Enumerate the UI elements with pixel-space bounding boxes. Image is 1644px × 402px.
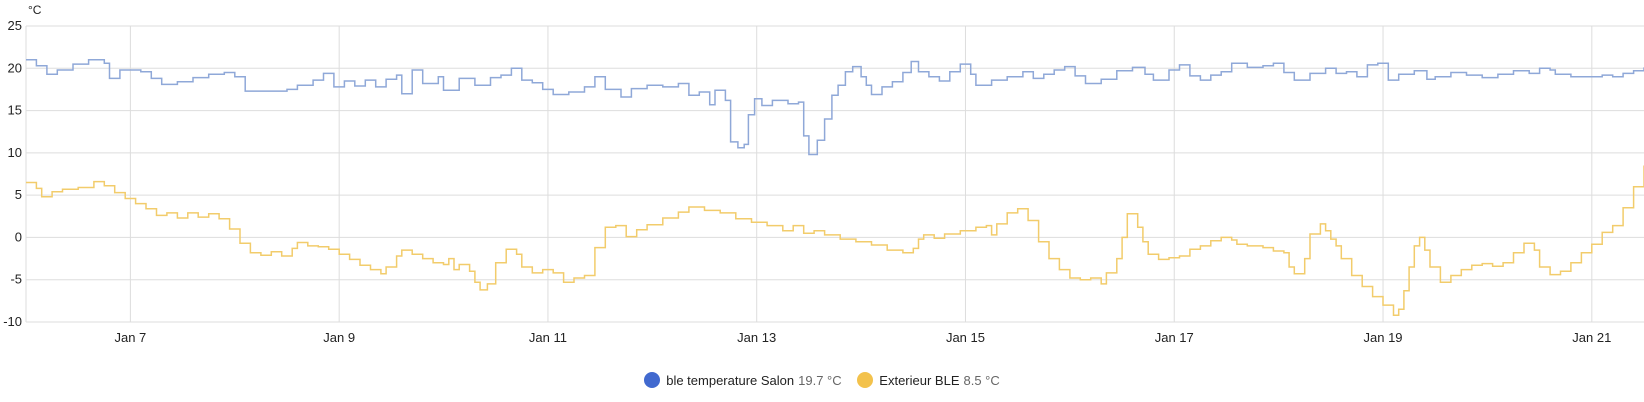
legend-label: ble temperature Salon [666,372,795,388]
legend: ble temperature Salon 19.7 °C Exterieur … [0,372,1644,391]
x-tick-label: Jan 15 [946,330,985,345]
legend-item-salon[interactable]: ble temperature Salon 19.7 °C [644,372,842,388]
x-tick-label: Jan 17 [1155,330,1194,345]
legend-label: Exterieur BLE [879,372,960,388]
legend-dot-icon [644,372,661,388]
x-tick-label: Jan 21 [1572,330,1611,345]
grid-lines [25,25,1644,323]
y-tick-label: 20 [8,60,22,75]
y-tick-label: 15 [8,103,22,118]
y-tick-label: -5 [10,272,22,287]
x-tick-label: Jan 11 [529,330,567,345]
y-tick-label: 0 [15,229,22,244]
y-axis-unit-label: °C [28,3,42,17]
x-tick-label: Jan 19 [1364,330,1403,345]
series-line-1[interactable] [26,165,1644,316]
x-tick-label: Jan 13 [737,330,776,345]
y-tick-label: 25 [8,18,22,33]
legend-dot-icon [857,372,874,388]
series-lines[interactable] [26,59,1644,316]
y-axis: 25 20 15 10 5 0 -5 -10 [3,18,22,329]
x-tick-label: Jan 9 [323,330,355,345]
legend-value: 19.7 °C [798,372,842,388]
y-tick-label: -10 [3,314,22,329]
y-tick-label: 5 [15,187,22,202]
x-axis: Jan 7 Jan 9 Jan 11 Jan 13 Jan 15 Jan 17 Jan 19… [114,330,1611,345]
series-line-0[interactable] [26,59,1644,156]
y-tick-label: 10 [8,145,22,160]
legend-value: 8.5 °C [963,372,1000,388]
legend-item-exterieur[interactable]: Exterieur BLE 8.5 °C [857,372,1000,388]
x-tick-label: Jan 7 [114,330,146,345]
